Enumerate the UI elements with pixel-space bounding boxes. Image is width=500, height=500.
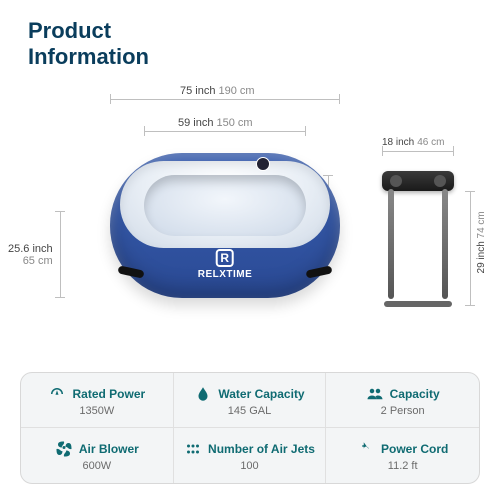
tub-basin [144, 175, 306, 236]
tub-handle-right [305, 265, 332, 278]
dim-overall-width: 75 inch 190 cm [180, 85, 255, 97]
spec-rated-power: Rated Power 1350W [21, 373, 174, 428]
title-line2: Information [28, 44, 149, 69]
product-logo: R RELXTIME [198, 249, 253, 280]
plug-icon [357, 440, 375, 458]
title-line1: Product [28, 18, 111, 43]
specs-panel: Rated Power 1350W Water Capacity 145 GAL… [20, 372, 480, 484]
spec-label: Rated Power [72, 387, 145, 401]
header: Product Information [0, 0, 500, 81]
dim-line-height [60, 211, 61, 298]
tub-handle-left [117, 265, 144, 278]
stand-leg [442, 189, 448, 299]
fan-icon [55, 440, 73, 458]
spec-capacity: Capacity 2 Person [326, 373, 479, 428]
spec-value: 11.2 ft [388, 460, 418, 472]
stand-tray [382, 171, 454, 191]
dim-line-stand-height [470, 191, 471, 306]
cup-holder-icon [390, 175, 402, 187]
spec-value: 600W [82, 460, 111, 472]
spec-label: Number of Air Jets [208, 442, 315, 456]
stand-foot [384, 301, 452, 307]
spec-value: 1350W [79, 405, 114, 417]
stand-illustration [382, 171, 454, 321]
people-icon [366, 385, 384, 403]
spec-label: Air Blower [79, 442, 139, 456]
dim-stand-height: 29 inch 74 cm [476, 211, 487, 273]
spec-power-cord: Power Cord 11.2 ft [326, 428, 479, 483]
stand-leg [388, 189, 394, 299]
gauge-icon [48, 385, 66, 403]
tub-illustration: R RELXTIME [110, 153, 340, 298]
spec-water-capacity: Water Capacity 145 GAL [174, 373, 327, 428]
dim-line-tray-width [382, 151, 454, 152]
jets-icon [184, 440, 202, 458]
dim-tray-width: 18 inch 46 cm [382, 137, 444, 148]
spec-label: Water Capacity [218, 387, 304, 401]
cup-holder-icon [434, 175, 446, 187]
dimension-diagram: 75 inch 190 cm 59 inch 150 cm 25.6 inch … [0, 81, 500, 371]
page-title: Product Information [28, 18, 472, 71]
drop-icon [194, 385, 212, 403]
logo-text: RELXTIME [198, 269, 253, 280]
spec-label: Capacity [390, 387, 440, 401]
dim-line-inner-width [144, 131, 306, 132]
spec-air-jets: Number of Air Jets 100 [174, 428, 327, 483]
dim-inner-width: 59 inch 150 cm [178, 117, 253, 129]
logo-mark-icon: R [216, 249, 234, 267]
spec-label: Power Cord [381, 442, 448, 456]
spec-air-blower: Air Blower 600W [21, 428, 174, 483]
tub-control-panel-icon [256, 157, 270, 171]
spec-value: 2 Person [381, 405, 425, 417]
spec-value: 145 GAL [228, 405, 271, 417]
dim-line-overall-width [110, 99, 340, 100]
spec-value: 100 [240, 460, 258, 472]
dim-height: 25.6 inch 65 cm [8, 243, 53, 267]
